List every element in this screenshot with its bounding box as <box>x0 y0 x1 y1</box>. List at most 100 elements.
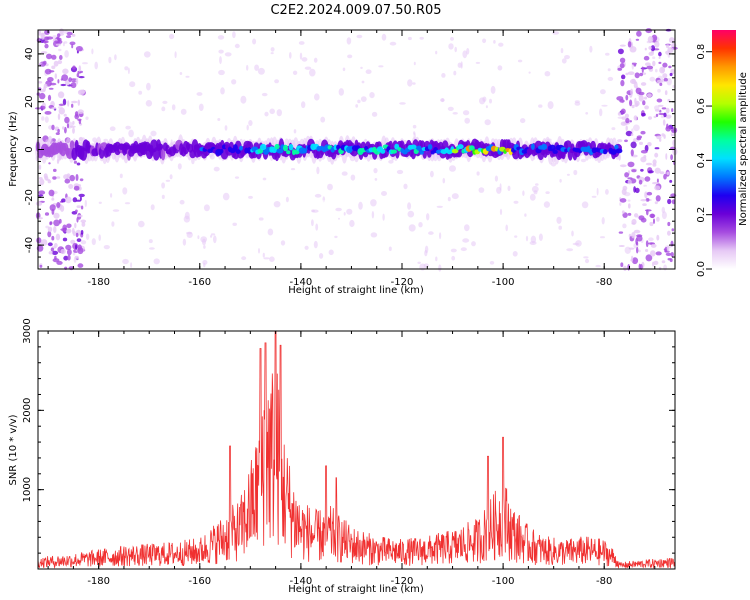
heat-cell <box>620 108 626 115</box>
heat-cell <box>654 167 661 174</box>
heat-cell <box>640 67 648 70</box>
heat-cell <box>624 139 628 143</box>
heat-cell <box>43 86 46 92</box>
heat-cell <box>64 50 69 58</box>
heat-cell <box>69 140 75 150</box>
heat-cell <box>638 95 644 102</box>
heat-cell <box>342 67 346 72</box>
heat-cell <box>652 261 655 267</box>
heat-cell <box>124 66 129 71</box>
heat-cell <box>44 68 52 75</box>
heat-cell <box>234 176 240 179</box>
heat-cell <box>267 228 274 236</box>
heat-cell <box>623 265 627 271</box>
heat-cell <box>222 192 230 201</box>
heat-cell <box>161 182 166 189</box>
heat-cell <box>64 116 70 124</box>
heat-cell <box>109 126 116 131</box>
heat-cell <box>79 196 82 201</box>
heat-cell <box>74 255 79 260</box>
heat-cell <box>73 185 80 191</box>
heat-cell <box>118 143 125 150</box>
heat-cell <box>35 201 43 206</box>
x-tick-label: -160 <box>188 277 211 288</box>
heat-cell <box>417 261 422 264</box>
heat-cell <box>620 262 624 268</box>
heat-cell <box>77 263 84 268</box>
heat-cell <box>179 72 183 75</box>
heat-cell <box>349 219 355 228</box>
heat-cell <box>628 186 635 193</box>
heat-cell <box>138 220 145 228</box>
heat-cell <box>48 70 55 73</box>
heat-cell <box>453 70 457 76</box>
heat-cell <box>82 62 88 65</box>
heat-cell <box>381 191 387 196</box>
y-tick-label: 2000 <box>22 398 33 423</box>
heat-cell <box>558 182 563 186</box>
heat-cell <box>621 188 627 196</box>
heat-cell <box>220 87 225 95</box>
heat-cell <box>538 233 543 241</box>
heat-cell <box>145 259 152 267</box>
heat-cell <box>149 247 155 250</box>
heat-cell <box>412 82 416 85</box>
heat-cell <box>51 107 57 110</box>
heat-cell <box>38 81 43 84</box>
heat-cell <box>654 147 660 150</box>
heat-cell <box>558 225 562 230</box>
heat-cell <box>638 215 645 221</box>
heat-cell <box>399 40 405 48</box>
heat-cell <box>571 230 574 237</box>
snr-xlabel: Height of straight line (km) <box>288 584 424 595</box>
snr-series-line <box>37 330 675 569</box>
heat-cell <box>655 113 659 117</box>
x-tick-label: -140 <box>290 277 313 288</box>
heat-cell <box>573 169 578 176</box>
heat-cell <box>524 213 527 217</box>
heat-cell <box>69 41 76 46</box>
heat-cell <box>655 68 658 73</box>
x-tick-label: -120 <box>391 576 414 587</box>
heat-cell <box>43 60 47 65</box>
heat-cell <box>345 98 349 105</box>
heat-cell <box>513 200 519 204</box>
heat-cell <box>529 193 536 201</box>
heat-cell <box>55 233 61 241</box>
heat-cell <box>645 249 649 252</box>
heat-cell <box>219 149 224 154</box>
spectrogram-axes: -180 -160 -140 -120 -100 -80 -40 -20 0 20 40 <box>24 29 675 288</box>
heat-cell <box>652 181 659 185</box>
heat-cell <box>274 143 280 150</box>
heat-cell <box>382 213 385 221</box>
heat-cell <box>57 37 62 42</box>
heat-cell <box>72 65 76 70</box>
heat-cell <box>490 85 496 94</box>
heat-cell <box>601 104 608 107</box>
heat-cell <box>46 178 50 181</box>
heat-cell <box>595 264 601 268</box>
heat-cell <box>78 193 85 198</box>
heat-cell <box>70 239 76 244</box>
heat-cell <box>38 164 42 170</box>
figure-title: C2E2.2024.009.07.50.R05 <box>270 3 441 18</box>
heat-cell <box>517 59 523 63</box>
heat-cell <box>350 174 356 181</box>
x-tick-label: -180 <box>87 576 110 587</box>
heat-cell <box>234 43 240 49</box>
heat-cell <box>60 228 67 232</box>
heat-cell <box>262 177 267 181</box>
heat-cell <box>72 127 75 134</box>
heat-cell <box>329 124 335 132</box>
heat-cell <box>611 127 616 131</box>
heat-cell <box>85 233 90 240</box>
heat-cell <box>304 66 312 70</box>
heat-cell <box>619 44 626 47</box>
heat-cell <box>57 128 60 133</box>
heat-cell <box>124 144 130 150</box>
heat-cell <box>286 150 291 155</box>
heat-cell <box>47 230 52 238</box>
heat-cell <box>512 251 518 257</box>
heat-cell <box>605 189 609 195</box>
heat-cell <box>60 83 67 87</box>
